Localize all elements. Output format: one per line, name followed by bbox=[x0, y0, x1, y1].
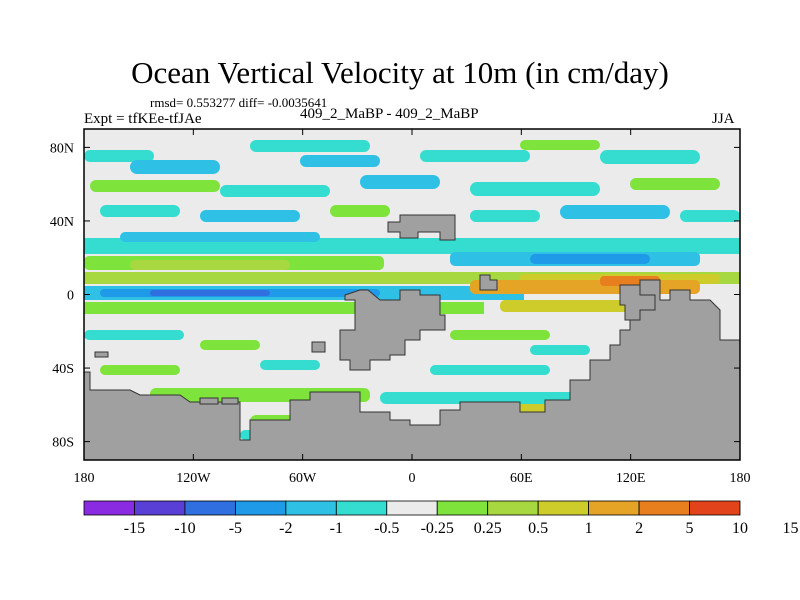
colorbar-label: 2 bbox=[635, 520, 643, 537]
x-tick-label: 60W bbox=[289, 471, 317, 486]
colorbar-swatch bbox=[487, 500, 539, 516]
colorbar-label: 1 bbox=[585, 520, 593, 537]
x-axis: 180 120W 60W 0 60E 120E 180 bbox=[74, 129, 751, 486]
colorbar-swatch bbox=[134, 500, 186, 516]
land-southern-continent bbox=[84, 279, 740, 460]
colorbar-label: 5 bbox=[686, 520, 694, 537]
land-island-b bbox=[311, 341, 326, 353]
land-east-asia-remnant bbox=[619, 284, 656, 321]
colorbar-label: -1 bbox=[330, 520, 343, 537]
colorbar-swatch bbox=[285, 500, 337, 516]
colorbar-swatch bbox=[588, 500, 640, 516]
x-tick-label: 60E bbox=[510, 471, 533, 486]
season-label: JJA bbox=[712, 111, 735, 127]
colorbar-label: 15 bbox=[782, 520, 798, 537]
colorbar-swatch bbox=[184, 500, 236, 516]
x-tick-label: 180 bbox=[730, 471, 751, 486]
y-tick-label: 0 bbox=[67, 289, 74, 304]
land-island-a bbox=[479, 274, 498, 291]
land-masses bbox=[84, 214, 740, 460]
stats-label: rmsd= 0.553277 diff= -0.0035641 bbox=[150, 95, 328, 110]
colorbar-swatch bbox=[386, 500, 438, 516]
tropical-velocity-bands bbox=[84, 232, 740, 314]
y-tick-label: 40N bbox=[50, 215, 74, 230]
land-island-e bbox=[94, 351, 109, 358]
colorbar-label: -2 bbox=[279, 520, 292, 537]
colorbar-swatch bbox=[83, 500, 135, 516]
colorbar-label: 0.25 bbox=[474, 520, 502, 537]
experiment-label: Expt = tfKEe-tfJAe bbox=[84, 111, 202, 127]
colorbar-swatch bbox=[436, 500, 489, 516]
land-north-america-remnant bbox=[387, 214, 456, 241]
colorbar-swatch bbox=[638, 500, 690, 516]
colorbar-label: -0.5 bbox=[374, 520, 399, 537]
colorbar-labels: -15 -10 -5 -2 -1 -0.5 -0.25 0.25 0.5 1 2 5 10 15 bbox=[124, 520, 799, 537]
x-tick-label: 180 bbox=[74, 471, 95, 486]
y-tick-label: 40S bbox=[52, 362, 74, 377]
colorbar-label: -0.25 bbox=[421, 520, 454, 537]
colorbar bbox=[83, 500, 741, 516]
case-label: 409_2_MaBP - 409_2_MaBP bbox=[300, 106, 479, 122]
x-tick-label: 0 bbox=[409, 471, 416, 486]
land-south-america bbox=[339, 289, 446, 371]
colorbar-label: 0.5 bbox=[528, 520, 548, 537]
y-axis: 80N 40N 0 40S 80S bbox=[50, 141, 740, 451]
colorbar-swatch bbox=[689, 500, 741, 516]
colorbar-label: -10 bbox=[174, 520, 195, 537]
y-tick-label: 80N bbox=[50, 141, 74, 156]
colorbar-label: -5 bbox=[229, 520, 242, 537]
colorbar-label: 10 bbox=[732, 520, 748, 537]
colorbar-swatch bbox=[537, 500, 590, 516]
x-tick-label: 120E bbox=[616, 471, 646, 486]
colorbar-swatch bbox=[335, 500, 388, 516]
land-island-c bbox=[199, 397, 219, 405]
x-tick-label: 120W bbox=[176, 471, 211, 486]
map-plot-area bbox=[84, 129, 740, 460]
colorbar-swatch bbox=[234, 500, 287, 516]
chart-title: Ocean Vertical Velocity at 10m (in cm/da… bbox=[131, 55, 669, 90]
land-island-d bbox=[221, 397, 239, 405]
y-tick-label: 80S bbox=[52, 436, 74, 451]
northern-velocity-patches bbox=[84, 140, 740, 222]
colorbar-label: -15 bbox=[124, 520, 145, 537]
